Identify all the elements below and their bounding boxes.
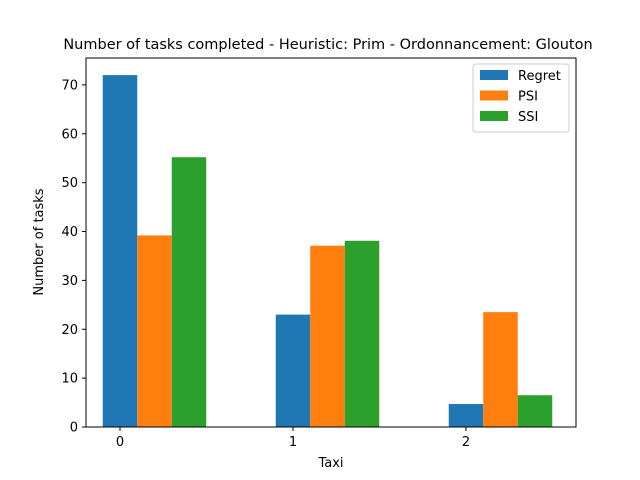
legend: Regret PSI SSI — [472, 63, 570, 133]
y-tick-label: 50 — [61, 176, 78, 191]
bar-ssi-1 — [344, 240, 380, 427]
x-tick-label: 0 — [116, 435, 124, 450]
legend-label-psi: PSI — [518, 90, 538, 105]
bar-psi-2 — [483, 312, 518, 427]
legend-swatch-regret — [480, 70, 508, 80]
y-tick-label: 70 — [61, 78, 78, 93]
x-tick-label: 2 — [462, 435, 470, 450]
bar-regret-0 — [102, 75, 138, 427]
bar-ssi-2 — [517, 395, 553, 427]
y-tick-label: 60 — [61, 127, 78, 142]
bar-ssi-0 — [171, 157, 207, 427]
legend-swatch-psi — [480, 90, 508, 101]
x-tick-label: 1 — [289, 435, 297, 450]
x-axis-label: Taxi — [317, 456, 343, 471]
y-tick-label: 0 — [70, 421, 78, 436]
x-axis: 0 1 2 — [116, 427, 470, 450]
bar-regret-2 — [448, 404, 484, 427]
y-tick-label: 30 — [61, 274, 78, 289]
y-tick-label: 40 — [61, 225, 78, 240]
y-axis-label: Number of tasks — [32, 188, 47, 295]
y-tick-label: 10 — [61, 372, 78, 387]
legend-label-ssi: SSI — [518, 110, 538, 125]
plot-frame — [85, 57, 577, 428]
y-axis: 0 10 20 30 40 50 60 70 — [61, 78, 86, 436]
bar-psi-1 — [310, 245, 345, 427]
y-tick-label: 20 — [61, 323, 78, 338]
bar-psi-0 — [137, 235, 172, 427]
legend-swatch-ssi — [480, 111, 508, 121]
bars — [102, 75, 553, 427]
chart-title: Number of tasks completed - Heuristic: P… — [63, 37, 592, 53]
bar-regret-1 — [275, 314, 311, 427]
legend-label-regret: Regret — [518, 69, 561, 84]
